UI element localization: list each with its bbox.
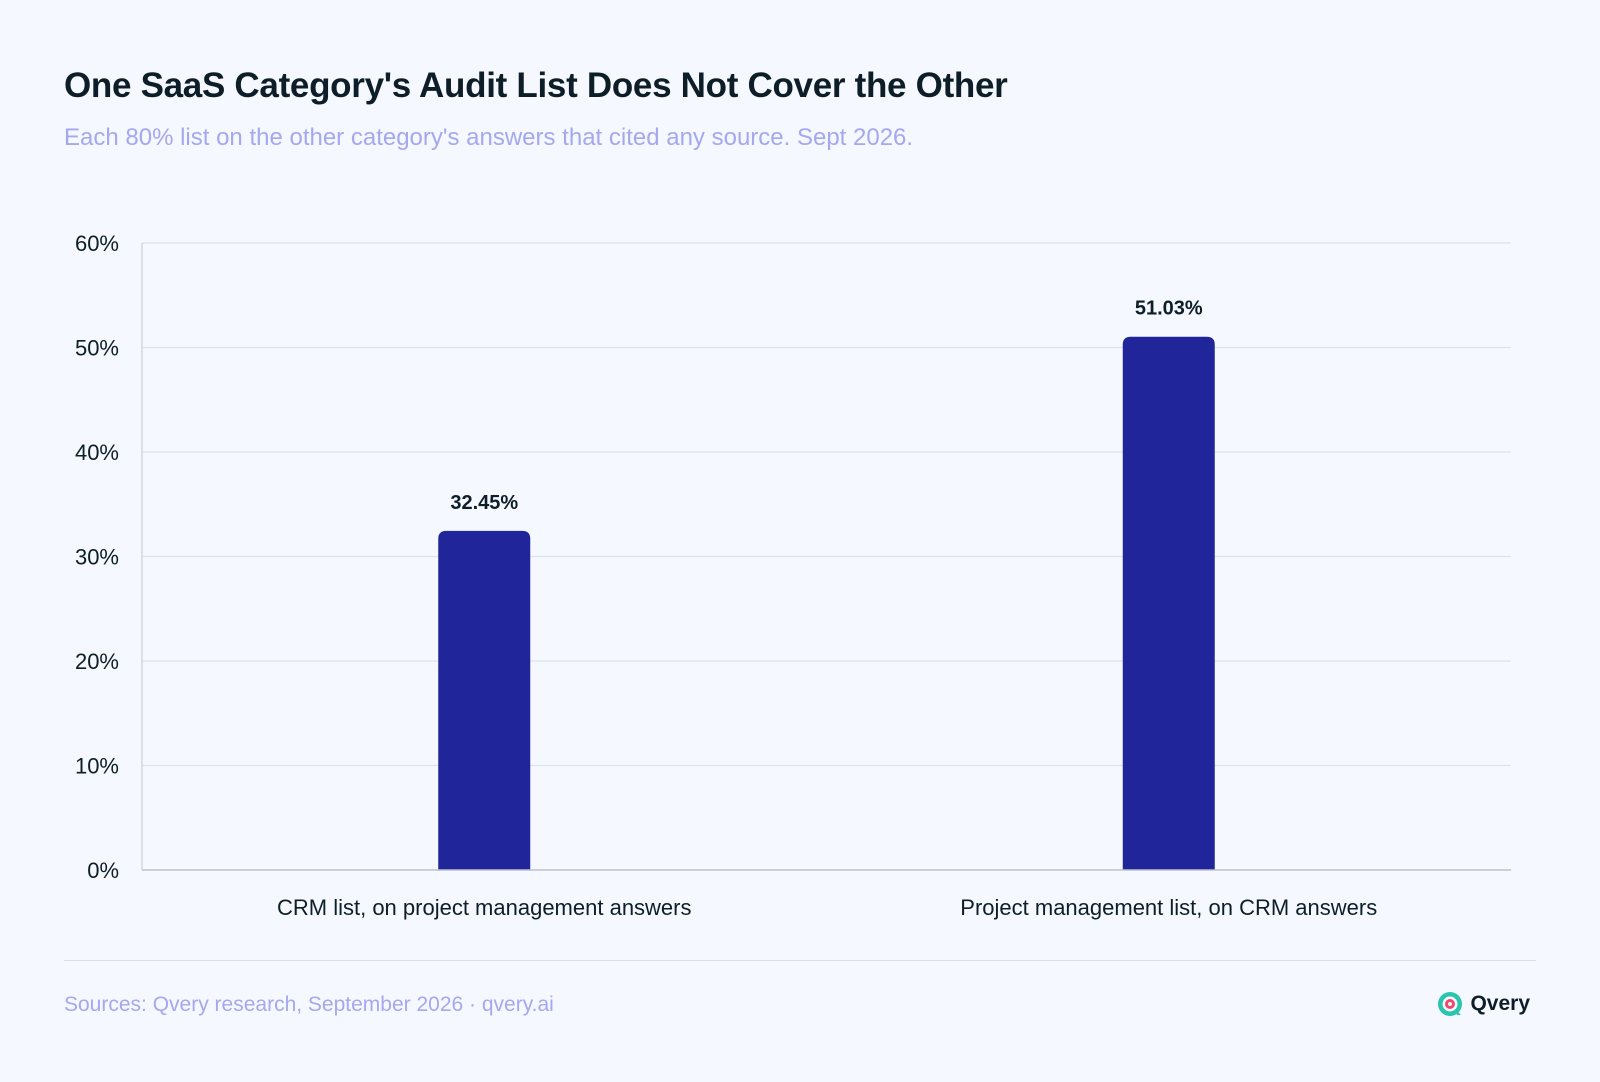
bar-value-label: 51.03% [1135,298,1203,320]
bar-chart: 0% 10% 20% 30% 40% 50% 60% 32.45% 51.03% CRM li… [75,231,1511,920]
bar-value-label: 32.45% [450,492,518,514]
y-axis-tick-labels: 0% 10% 20% 30% 40% 50% 60% [75,231,119,883]
y-tick-label: 10% [75,754,119,779]
x-category-label: Project management list, on CRM answers [960,895,1377,920]
y-tick-label: 30% [75,545,119,570]
y-tick-label: 50% [75,336,119,361]
y-tick-label: 40% [75,440,119,465]
axes [141,243,1511,871]
brand: Qvery [1437,991,1530,1017]
x-category-label: CRM list, on project management answers [277,895,692,920]
x-axis-category-labels: CRM list, on project management answers P… [277,895,1377,920]
bar [1122,336,1215,870]
bars [438,336,1215,870]
brand-name: Qvery [1470,992,1530,1015]
footer-divider [64,960,1536,961]
source-note: Sources: Qvery research, September 2026 … [64,993,554,1016]
qvery-logo-icon [1438,992,1463,1016]
y-tick-label: 0% [87,858,119,883]
bar-value-labels: 32.45% 51.03% [450,298,1203,514]
chart-title: One SaaS Category's Audit List Does Not … [64,66,1008,105]
chart-subtitle: Each 80% list on the other category's an… [64,124,914,151]
bar [438,530,531,870]
y-tick-label: 60% [75,231,119,256]
y-tick-label: 20% [75,649,119,674]
gridlines [142,242,1511,767]
